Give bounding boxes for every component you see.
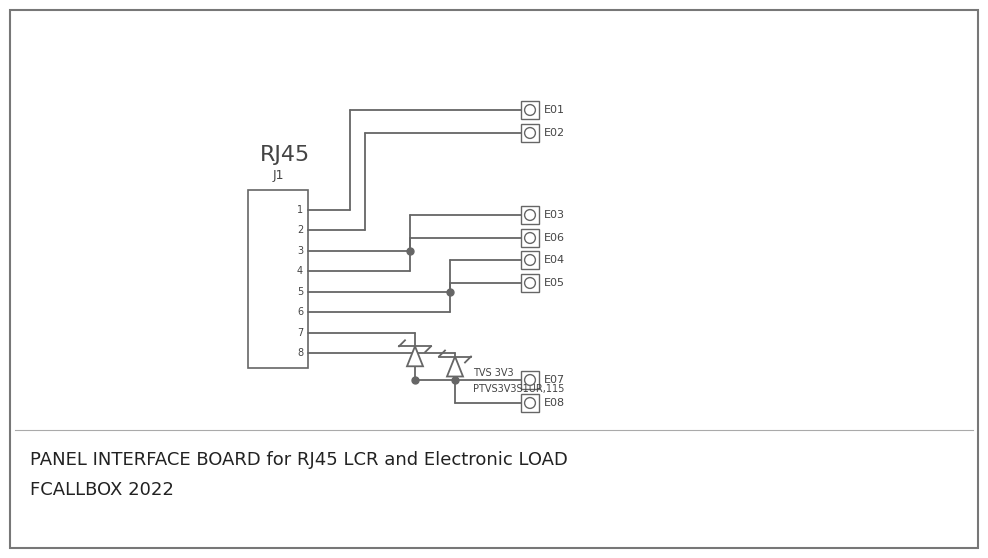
Text: FCALLBOX 2022: FCALLBOX 2022: [30, 481, 174, 499]
Polygon shape: [407, 347, 423, 366]
Text: PANEL INTERFACE BOARD for RJ45 LCR and Electronic LOAD: PANEL INTERFACE BOARD for RJ45 LCR and E…: [30, 451, 568, 469]
Text: E03: E03: [544, 210, 565, 220]
Circle shape: [525, 254, 535, 266]
Text: 2: 2: [296, 225, 303, 235]
Text: 5: 5: [296, 287, 303, 297]
Circle shape: [525, 210, 535, 220]
Text: E08: E08: [544, 398, 565, 408]
Text: 7: 7: [296, 328, 303, 338]
Bar: [521, 229, 539, 247]
Text: J1: J1: [273, 169, 284, 182]
Text: 6: 6: [296, 307, 303, 317]
Bar: [521, 124, 539, 142]
Bar: [248, 190, 308, 368]
Circle shape: [525, 374, 535, 386]
Circle shape: [525, 398, 535, 408]
Text: E06: E06: [544, 233, 565, 243]
Bar: [521, 101, 539, 119]
Circle shape: [525, 128, 535, 138]
Text: 1: 1: [296, 205, 303, 215]
Circle shape: [525, 277, 535, 288]
Text: RJ45: RJ45: [260, 145, 310, 165]
Text: TVS 3V3: TVS 3V3: [473, 368, 514, 378]
Bar: [521, 394, 539, 412]
Bar: [521, 251, 539, 269]
Polygon shape: [447, 357, 463, 377]
Text: E07: E07: [544, 375, 565, 385]
Text: PTVS3V3S1UR,115: PTVS3V3S1UR,115: [473, 384, 564, 395]
Text: 4: 4: [296, 266, 303, 276]
Text: E05: E05: [544, 278, 565, 288]
Text: 8: 8: [296, 348, 303, 358]
Bar: [521, 206, 539, 224]
Circle shape: [525, 104, 535, 116]
Bar: [521, 274, 539, 292]
Text: E01: E01: [544, 105, 565, 115]
Circle shape: [525, 233, 535, 243]
Text: E02: E02: [544, 128, 565, 138]
Text: E04: E04: [544, 255, 565, 265]
Text: 3: 3: [296, 246, 303, 256]
Bar: [521, 371, 539, 389]
